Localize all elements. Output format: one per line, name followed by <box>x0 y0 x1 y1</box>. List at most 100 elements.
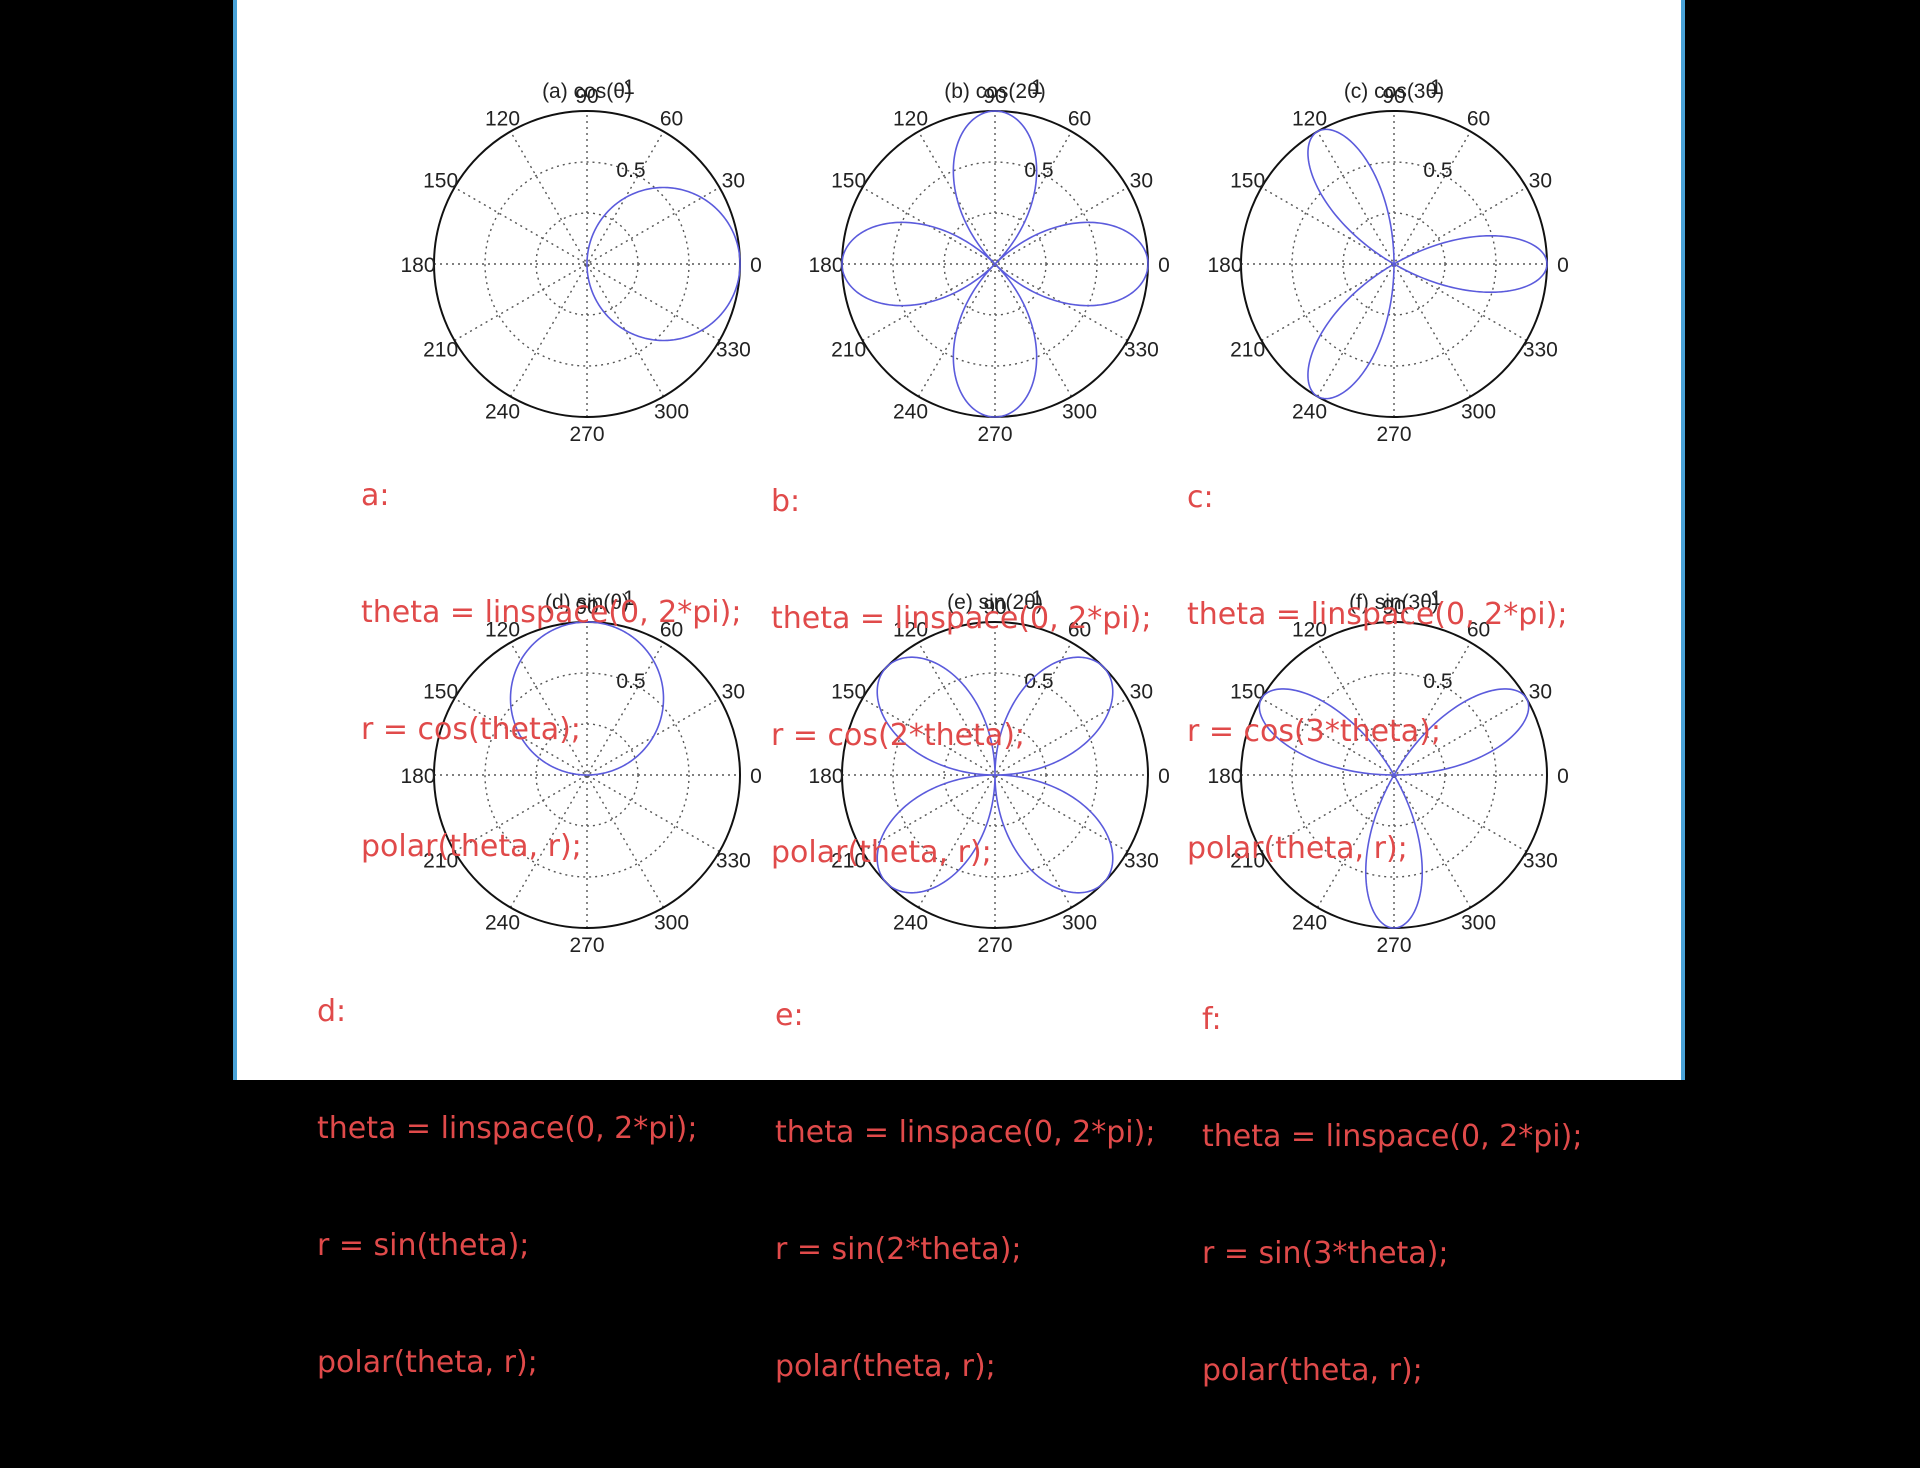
code-block-d: d: theta = linspace(0, 2*pi); r = sin(th… <box>317 914 697 1460</box>
code-label-a: a: <box>361 478 390 513</box>
angle-tick-label: 270 <box>1376 423 1411 446</box>
angle-tick-label: 240 <box>893 400 928 423</box>
radial-tick-label: 0.5 <box>1024 159 1053 182</box>
angle-tick-label: 60 <box>1467 108 1490 131</box>
code-line-f-1: theta = linspace(0, 2*pi); <box>1202 1119 1583 1154</box>
angle-tick-label: 300 <box>1461 400 1496 423</box>
radial-grid-circle <box>892 672 1098 878</box>
radial-tick-label: 1 <box>1430 76 1442 99</box>
polar-curve <box>1258 688 1530 929</box>
angle-tick-label: 270 <box>569 423 604 446</box>
angle-tick-label: 30 <box>1529 681 1552 704</box>
code-label-c: c: <box>1187 480 1214 515</box>
polar-plots: (a) cos(θ)030609012015018021024027030033… <box>400 76 1569 957</box>
angle-tick-label: 0 <box>1557 765 1569 788</box>
code-line-a-1: theta = linspace(0, 2*pi); <box>361 595 742 630</box>
code-line-e-1: theta = linspace(0, 2*pi); <box>775 1115 1156 1150</box>
angle-tick-label: 150 <box>831 681 866 704</box>
angle-tick-label: 300 <box>654 911 689 934</box>
angle-tick-label: 270 <box>977 934 1012 957</box>
angle-tick-label: 300 <box>654 400 689 423</box>
code-line-a-2: r = cos(theta); <box>361 712 581 747</box>
angle-tick-label: 180 <box>808 765 843 788</box>
code-line-d-3: polar(theta, r); <box>317 1345 538 1380</box>
angle-tick-label: 0 <box>1557 254 1569 277</box>
angle-tick-label: 180 <box>400 765 435 788</box>
radial-tick-label: 1 <box>1031 76 1043 99</box>
angle-tick-label: 120 <box>893 108 928 131</box>
angle-tick-label: 30 <box>1130 170 1153 193</box>
code-block-f: f: theta = linspace(0, 2*pi); r = sin(3*… <box>1202 922 1582 1468</box>
angle-tick-label: 210 <box>1230 850 1265 873</box>
radial-tick-label: 0.5 <box>1024 670 1053 693</box>
polar-plot-5: (e) sin(2θ) 0 30 60 90 120 150 180 210 240 270 300 3… <box>808 587 1169 957</box>
radial-grid-circle <box>484 161 690 367</box>
code-label-b: b: <box>771 484 801 519</box>
angle-tick-label: 330 <box>1124 339 1159 362</box>
angle-tick-label: 30 <box>1130 681 1153 704</box>
angle-tick-label: 210 <box>831 850 866 873</box>
polar-plot-2: (b) cos(2θ) 0 30 60 90 120 150 180 210 240 270 300 3… <box>808 76 1169 446</box>
polar-plot-4: (d) sin(θ) 0 30 60 90 120 150 180 210 240 270 300 33… <box>400 587 761 957</box>
code-line-e-2: r = sin(2*theta); <box>775 1232 1022 1267</box>
polar-curve <box>586 186 741 342</box>
angle-tick-label: 150 <box>1230 170 1265 193</box>
plot-title: (a) cos(θ) <box>542 80 632 103</box>
code-block-a: a: theta = linspace(0, 2*pi); r = cos(th… <box>361 398 741 944</box>
angle-tick-label: 330 <box>1523 339 1558 362</box>
angle-tick-label: 90 <box>983 85 1006 108</box>
plot-title: (c) cos(3θ) <box>1344 80 1444 103</box>
angle-tick-label: 150 <box>1230 681 1265 704</box>
angle-tick-label: 60 <box>660 108 683 131</box>
code-line-b-2: r = cos(2*theta); <box>771 718 1026 753</box>
polar-curve <box>841 110 1149 418</box>
angle-tick-label: 240 <box>1292 911 1327 934</box>
plot-title: (e) sin(2θ) <box>947 591 1043 614</box>
radial-grid-circle <box>484 672 690 878</box>
angle-tick-label: 180 <box>1207 254 1242 277</box>
angle-tick-label: 210 <box>831 339 866 362</box>
code-line-f-3: polar(theta, r); <box>1202 1353 1423 1388</box>
radial-tick-label: 0.5 <box>616 670 645 693</box>
code-block-e: e: theta = linspace(0, 2*pi); r = sin(2*… <box>775 918 1155 1464</box>
code-label-e: e: <box>775 998 804 1033</box>
angle-tick-label: 60 <box>1467 619 1490 642</box>
radial-tick-label: 0.5 <box>1423 670 1452 693</box>
angle-tick-label: 120 <box>485 108 520 131</box>
code-line-f-2: r = sin(3*theta); <box>1202 1236 1449 1271</box>
code-line-d-2: r = sin(theta); <box>317 1228 530 1263</box>
angle-tick-label: 0 <box>750 254 762 277</box>
code-line-b-1: theta = linspace(0, 2*pi); <box>771 601 1152 636</box>
angle-tick-label: 210 <box>1230 339 1265 362</box>
angle-tick-label: 270 <box>569 934 604 957</box>
angle-tick-label: 30 <box>1529 170 1552 193</box>
angle-tick-label: 330 <box>1124 850 1159 873</box>
code-label-f: f: <box>1202 1002 1222 1037</box>
angle-tick-label: 150 <box>423 681 458 704</box>
radial-grid-circle <box>1291 672 1497 878</box>
angle-tick-label: 30 <box>722 681 745 704</box>
angle-tick-label: 0 <box>1158 765 1170 788</box>
angle-tick-label: 30 <box>722 170 745 193</box>
angle-tick-label: 0 <box>1158 254 1170 277</box>
radial-tick-label: 1 <box>623 76 635 99</box>
angle-tick-label: 330 <box>716 339 751 362</box>
angle-tick-label: 210 <box>423 339 458 362</box>
code-line-c-1: theta = linspace(0, 2*pi); <box>1187 597 1568 632</box>
code-label-d: d: <box>317 994 347 1029</box>
radial-grid-circle <box>892 161 1098 367</box>
angle-tick-label: 240 <box>485 911 520 934</box>
code-block-b: b: theta = linspace(0, 2*pi); r = cos(2*… <box>771 404 1151 950</box>
code-block-c: c: theta = linspace(0, 2*pi); r = cos(3*… <box>1187 400 1567 946</box>
radial-tick-label: 1 <box>623 587 635 610</box>
angle-tick-label: 330 <box>1523 850 1558 873</box>
angle-tick-label: 90 <box>575 596 598 619</box>
radial-tick-label: 0.5 <box>616 159 645 182</box>
code-line-b-3: polar(theta, r); <box>771 835 992 870</box>
radial-tick-label: 1 <box>1031 587 1043 610</box>
radial-tick-label: 1 <box>1430 587 1442 610</box>
angle-tick-label: 240 <box>1292 400 1327 423</box>
angle-tick-label: 60 <box>660 619 683 642</box>
figure-canvas: (a) cos(θ) 0 30 60 90 120 150 180 210 240 270 300 33… <box>233 0 1685 1388</box>
angle-tick-label: 60 <box>1068 108 1091 131</box>
